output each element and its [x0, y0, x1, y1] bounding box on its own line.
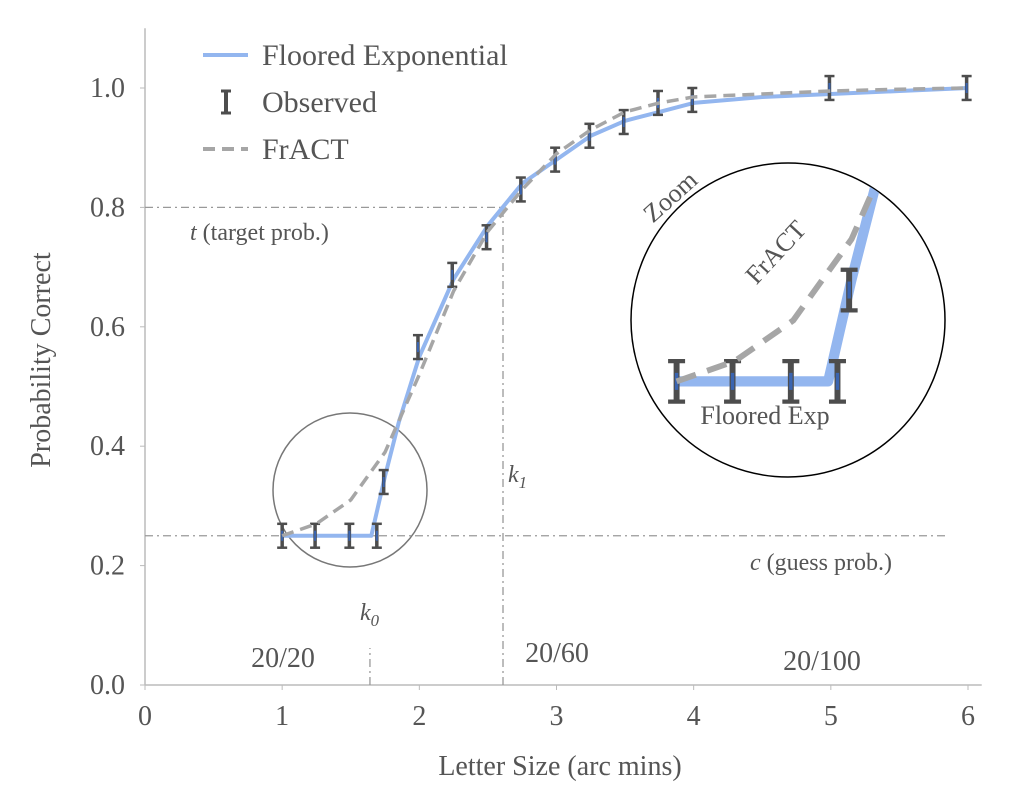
- annotation: Floored Exp: [700, 401, 829, 430]
- annotation-text: 20/20: [251, 643, 315, 674]
- x-tick-label: 1: [275, 701, 289, 732]
- y-tick-label: 1.0: [90, 73, 125, 104]
- annotation: Zoom: [638, 165, 704, 228]
- annotation-variable: k: [360, 600, 371, 626]
- y-tick-label: 0.8: [90, 192, 125, 223]
- legend-label: FrACT: [262, 133, 349, 166]
- annotation-text: 20/100: [783, 646, 861, 677]
- curve-line: [676, 163, 945, 387]
- error-bar: [840, 267, 858, 313]
- error-bar: [899, 40, 916, 81]
- y-tick-label: 0.4: [90, 431, 125, 462]
- legend-label: Observed: [262, 86, 377, 119]
- annotation-text: 20/60: [525, 638, 589, 669]
- y-tick-label: 0.6: [90, 312, 125, 343]
- error-bar: [447, 261, 458, 289]
- x-tick-label: 4: [687, 701, 701, 732]
- zoom-inset-content: [668, 40, 945, 404]
- annotation-text: Floored Exp: [700, 401, 829, 430]
- error-bar: [515, 176, 526, 203]
- annotation-text: Zoom: [638, 165, 704, 228]
- error-bar: [782, 358, 800, 404]
- annotation-text: (guess prob.): [767, 550, 892, 576]
- annotation: 20/60: [525, 638, 589, 669]
- y-axis-label: Probability Correct: [26, 252, 57, 468]
- x-tick-label: 5: [824, 701, 838, 732]
- error-bar: [344, 522, 355, 549]
- annotation-variable: c: [750, 550, 761, 576]
- legend-label: Floored Exponential: [262, 39, 508, 72]
- annotation: k1: [508, 462, 527, 492]
- error-bar: [310, 522, 321, 549]
- fract-line: [281, 86, 969, 538]
- x-tick-label: 2: [412, 701, 426, 732]
- error-bar: [378, 468, 389, 496]
- annotation-subscript: 0: [371, 611, 380, 630]
- y-tick-label: 0.2: [90, 551, 125, 582]
- error-bar: [828, 358, 846, 404]
- error-bar: [961, 74, 972, 102]
- curve-line: [282, 86, 969, 538]
- annotation-variable: t: [190, 220, 198, 246]
- x-tick-label: 3: [550, 701, 564, 732]
- annotation: k0: [360, 600, 380, 630]
- zoom-inset: [630, 162, 946, 478]
- error-bar: [481, 224, 492, 251]
- annotation-text: (target prob.): [203, 220, 329, 246]
- error-bar: [371, 522, 382, 549]
- annotation-variable: k: [508, 462, 519, 488]
- annotation: FrACT: [740, 215, 813, 290]
- annotation: 20/100: [783, 646, 861, 677]
- annotation-subscript: 1: [519, 473, 527, 492]
- error-bar: [724, 358, 742, 404]
- annotation: t (target prob.): [190, 220, 329, 246]
- error-bar: [412, 333, 423, 361]
- x-axis-label: Letter Size (arc mins): [438, 751, 681, 782]
- x-tick-label: 6: [961, 701, 975, 732]
- annotation: c (guess prob.): [750, 550, 892, 576]
- annotation-text: FrACT: [740, 215, 813, 290]
- annotation: 20/20: [251, 643, 315, 674]
- y-tick-label: 0.0: [90, 670, 125, 701]
- error-bar: [687, 86, 698, 114]
- error-bar: [824, 74, 835, 102]
- x-tick-label: 0: [138, 701, 152, 732]
- fract-line: [675, 163, 945, 385]
- zoom-region: [272, 412, 428, 568]
